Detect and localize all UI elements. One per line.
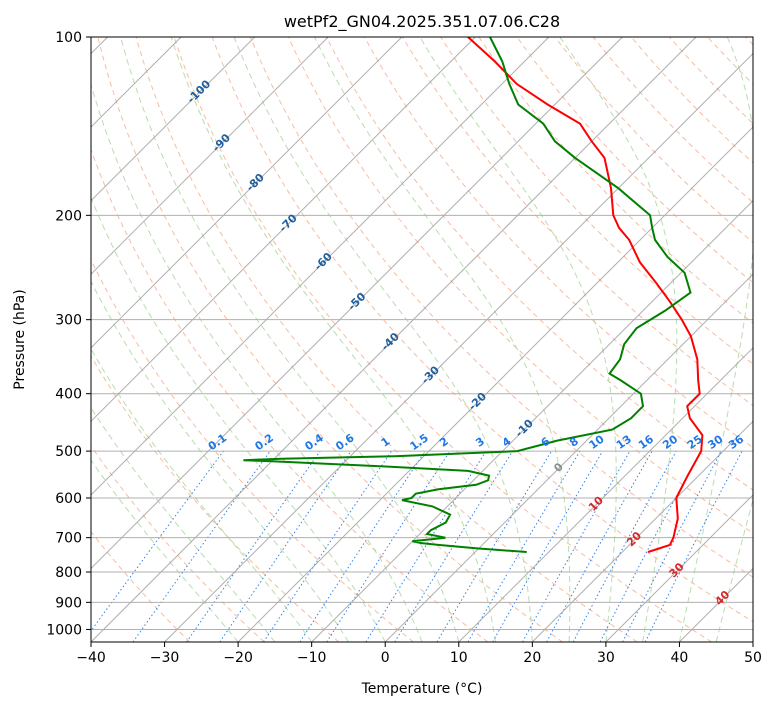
dry-adiabat-line: [287, 37, 753, 534]
isotherm-line: [91, 37, 403, 349]
y-tick-label: 300: [55, 313, 82, 329]
y-tick-label: 400: [55, 387, 82, 403]
y-tick-label: 600: [55, 491, 82, 507]
x-tick-label: 40: [671, 650, 689, 666]
dry-adiabat-line: [91, 530, 191, 642]
x-tick-label: 20: [523, 650, 541, 666]
y-axis-ticks: 1000 900 800 700 600 500 400 300 200 100: [46, 30, 91, 638]
moist-adiabat-line: [91, 196, 386, 642]
dry-adiabat-line: [402, 37, 753, 407]
mixing-ratio-line: [186, 450, 321, 642]
moist-adiabat-line: [678, 37, 753, 642]
y-tick-label: 900: [55, 595, 82, 611]
mixing-ratio-line: [572, 450, 677, 642]
y-tick-label: 500: [55, 444, 82, 460]
moist-adiabat-line: [559, 37, 678, 642]
dry-adiabat-line: [440, 37, 753, 365]
isotherm-line: [384, 273, 753, 642]
dewpoint-profile-line: [243, 37, 692, 553]
mixing-ratio-line: [219, 450, 352, 642]
background-lines: [91, 37, 753, 642]
dry-adiabat-line: [478, 37, 753, 324]
dry-adiabat-line: [516, 37, 753, 284]
moist-adiabat-line: [91, 459, 239, 642]
dry-adiabat-line: [135, 37, 638, 642]
mixing-ratio-line: [644, 450, 743, 642]
moist-adiabat-line: [170, 37, 497, 642]
mixing-ratio-line: [522, 450, 631, 642]
mixing-ratio-line: [394, 450, 514, 642]
y-tick-label: 100: [55, 30, 82, 46]
dry-adiabat-line: [211, 37, 753, 623]
chart-title: wetPf2_GN04.2025.351.07.06.C28: [284, 12, 560, 32]
mixing-ratio-line: [546, 450, 653, 642]
dry-adiabat-line: [91, 355, 340, 642]
dry-adiabat-line: [630, 37, 753, 164]
x-tick-label: 10: [450, 650, 468, 666]
moist-adiabat-line: [419, 37, 617, 642]
profile-lines: [243, 37, 704, 553]
moist-adiabat-line: [91, 82, 423, 642]
moist-adiabat-line: [233, 37, 533, 642]
moist-adiabat-line: [91, 280, 349, 642]
x-tick-label: −30: [150, 650, 180, 666]
y-tick-label: 1000: [46, 622, 82, 638]
x-axis-label: Temperature (°C): [361, 681, 483, 697]
moist-adiabat-line: [120, 37, 460, 642]
x-axis-ticks: −40 −30 −20 −10 0 10 20 30 40 50: [76, 642, 762, 666]
moist-adiabat-line: [91, 406, 276, 642]
mixing-ratio-line: [299, 450, 426, 642]
x-tick-label: 50: [744, 650, 762, 666]
x-tick-label: −20: [223, 650, 253, 666]
x-tick-label: 30: [597, 650, 615, 666]
y-tick-label: 200: [55, 208, 82, 224]
y-axis-label: Pressure (hPa): [12, 289, 28, 389]
temperature-profile-line: [467, 37, 704, 553]
mixing-ratio-line: [91, 450, 224, 632]
y-tick-label: 800: [55, 565, 82, 581]
isotherm-line: [91, 37, 697, 642]
x-tick-label: −10: [297, 650, 327, 666]
isotherm-line: [91, 37, 256, 202]
moist-adiabat-line: [314, 37, 571, 642]
dry-adiabat-line: [249, 37, 753, 578]
dry-adiabat-line: [97, 37, 563, 642]
x-tick-label: 0: [381, 650, 390, 666]
mixing-ratio-line: [132, 450, 271, 642]
isotherm-line: [164, 52, 753, 642]
dry-adiabat-line: [326, 37, 753, 491]
dry-adiabat-line: [592, 37, 753, 204]
isotherm-line: [531, 420, 753, 642]
isotherm-line: [91, 37, 476, 423]
isotherm-line: [605, 494, 753, 642]
isotherm-line: [91, 37, 550, 496]
y-tick-label: 700: [55, 531, 82, 547]
mixing-ratio-line: [263, 450, 392, 642]
plot-frame: [90, 36, 754, 643]
dry-adiabat-line: [554, 37, 753, 244]
isotherm-line: [91, 37, 329, 275]
isotherm-line: [458, 347, 753, 642]
isotherm-line: [237, 126, 753, 642]
moist-adiabat-line: [715, 497, 753, 642]
x-tick-label: −40: [76, 650, 106, 666]
isotherm-line: [91, 37, 623, 570]
mixing-ratio-line: [326, 450, 451, 642]
